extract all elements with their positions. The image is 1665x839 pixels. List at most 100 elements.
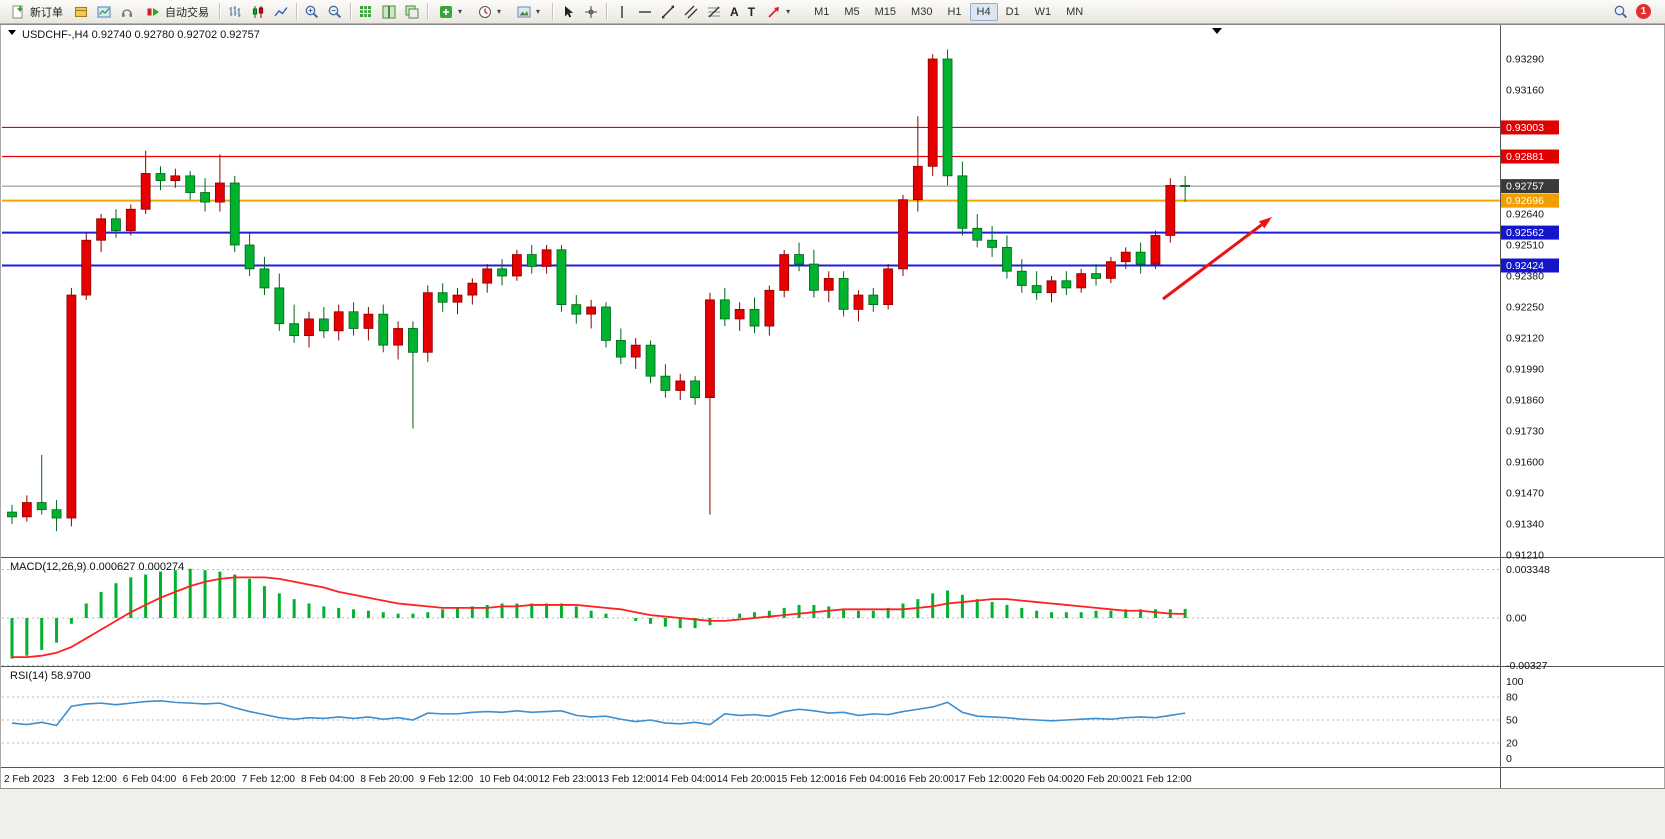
text-label-icon[interactable]: T — [747, 4, 756, 19]
zoom-out-icon[interactable] — [324, 3, 346, 21]
bull-candle — [333, 311, 344, 332]
candle-chart-icon[interactable] — [247, 3, 269, 21]
fibonacci-icon[interactable] — [703, 3, 725, 21]
bull-candle — [675, 380, 686, 391]
timeframe-M5-button[interactable]: M5 — [844, 5, 860, 18]
crosshair-icon[interactable] — [580, 3, 602, 21]
time-axis-label: 13 Feb 12:00 — [598, 774, 657, 785]
chart-shift-marker-icon[interactable] — [1212, 28, 1222, 34]
window-bottom-strip — [0, 789, 1665, 839]
time-axis-label: 21 Feb 12:00 — [1133, 774, 1192, 785]
bear-candle — [690, 380, 700, 399]
vertical-line-icon[interactable] — [611, 3, 633, 21]
dropdown-caret-icon: ▾ — [536, 7, 541, 16]
bear-candle — [809, 263, 819, 291]
search-icon[interactable] — [1613, 4, 1629, 20]
bar-chart-icon[interactable] — [224, 3, 246, 21]
bull-candle — [764, 289, 775, 327]
new-chart-icon[interactable] — [355, 3, 377, 21]
trendline-icon[interactable] — [657, 3, 679, 21]
templates-button[interactable]: ▾ — [510, 0, 548, 23]
notification-badge[interactable]: 1 — [1636, 4, 1651, 19]
price-badge — [1501, 120, 1559, 135]
bear-candle — [1180, 184, 1191, 187]
time-axis-label: 20 Feb 20:00 — [1073, 774, 1132, 785]
bear-candle — [794, 254, 804, 265]
bull-candle — [927, 58, 938, 167]
price-axis[interactable] — [1501, 25, 1665, 788]
text-icon[interactable]: A — [730, 4, 739, 19]
periods-button[interactable]: ▾ — [471, 0, 509, 23]
symbol-ohlc-header: USDCHF-,H4 0.92740 0.92780 0.92702 0.927… — [22, 29, 260, 41]
indicators-icon — [440, 5, 452, 18]
time-axis-label: 3 Feb 12:00 — [63, 774, 117, 785]
price-axis-label: 0.93160 — [1506, 84, 1544, 96]
cursor-icon[interactable] — [557, 3, 579, 21]
timeframe-W1-button[interactable]: W1 — [1034, 5, 1052, 18]
timeframe-M1-button[interactable]: M1 — [814, 5, 830, 18]
tile-windows-icon[interactable] — [378, 3, 400, 21]
bull-candle — [393, 328, 404, 346]
chart-plot-area[interactable] — [0, 25, 1500, 557]
bull-candle — [1150, 235, 1161, 265]
bull-candle — [452, 294, 463, 303]
auto-trading-button[interactable]: 自动交易 — [139, 0, 215, 23]
time-axis-label: 8 Feb 04:00 — [301, 774, 355, 785]
bull-candle — [898, 199, 908, 270]
bear-candle — [51, 509, 62, 519]
bear-candle — [1091, 273, 1101, 279]
bull-candle — [705, 299, 715, 399]
price-axis-label: 0.91470 — [1506, 487, 1544, 499]
toolbar-separator — [427, 3, 428, 20]
price-badge-text: 0.92881 — [1506, 151, 1544, 163]
bull-candle — [170, 175, 181, 182]
time-axis-label: 15 Feb 12:00 — [776, 774, 835, 785]
macd-axis-label: 0.003348 — [1506, 564, 1550, 576]
line-chart-icon[interactable] — [270, 3, 292, 21]
timeframe-H4-button[interactable]: H4 — [969, 2, 998, 21]
rsi-header: RSI(14) 58.9700 — [10, 670, 91, 682]
time-axis[interactable] — [0, 768, 1500, 788]
zoom-in-icon[interactable] — [301, 3, 323, 21]
price-axis-label: 0.91210 — [1506, 549, 1544, 561]
support-headset-icon[interactable] — [116, 3, 138, 21]
timeframe-D1-button[interactable]: D1 — [1005, 5, 1020, 18]
trend-arrow[interactable] — [1162, 223, 1263, 301]
bear-candle — [185, 175, 196, 193]
bear-candle — [660, 375, 671, 391]
bull-candle — [1165, 184, 1176, 236]
bear-candle — [318, 318, 329, 332]
bear-candle — [615, 339, 626, 358]
chart-window-icon[interactable] — [93, 3, 115, 21]
trend-arrow-head[interactable] — [1258, 217, 1272, 229]
bear-candle — [289, 323, 300, 337]
timeframe-M30-button[interactable]: M30 — [911, 5, 933, 18]
timeframe-M15-button[interactable]: M15 — [874, 5, 897, 18]
price-axis-label: 0.92640 — [1506, 208, 1544, 220]
price-axis-label: 0.92120 — [1506, 332, 1544, 344]
time-axis-label: 6 Feb 04:00 — [123, 774, 177, 785]
channel-icon[interactable] — [680, 3, 702, 21]
cascade-windows-icon[interactable] — [401, 3, 423, 21]
bear-candle — [1135, 251, 1146, 265]
time-axis-label: 7 Feb 12:00 — [242, 774, 296, 785]
new-order-button[interactable]: 新订单 — [4, 0, 69, 23]
macd-axis-label: 0.00 — [1506, 613, 1527, 625]
symbol-dropdown-icon[interactable] — [8, 30, 16, 35]
rsi-axis-label: 0 — [1506, 753, 1512, 765]
indicators-button[interactable]: ▾ — [432, 0, 470, 23]
horizontal-line-icon[interactable] — [634, 3, 656, 21]
price-axis-label: 0.92250 — [1506, 301, 1544, 313]
arrows-tool-button[interactable]: ▾ — [760, 0, 798, 23]
bull-candle — [586, 306, 597, 315]
bear-candle — [229, 182, 240, 246]
bear-candle — [1031, 285, 1042, 294]
time-axis-label: 9 Feb 12:00 — [420, 774, 474, 785]
macd-signal-line — [12, 576, 1186, 659]
arrows-icon — [768, 6, 780, 18]
market-watch-icon[interactable] — [70, 3, 92, 21]
timeframe-MN-button[interactable]: MN — [1066, 5, 1084, 18]
timeframe-H1-button[interactable]: H1 — [947, 5, 962, 18]
bull-candle — [140, 173, 151, 210]
